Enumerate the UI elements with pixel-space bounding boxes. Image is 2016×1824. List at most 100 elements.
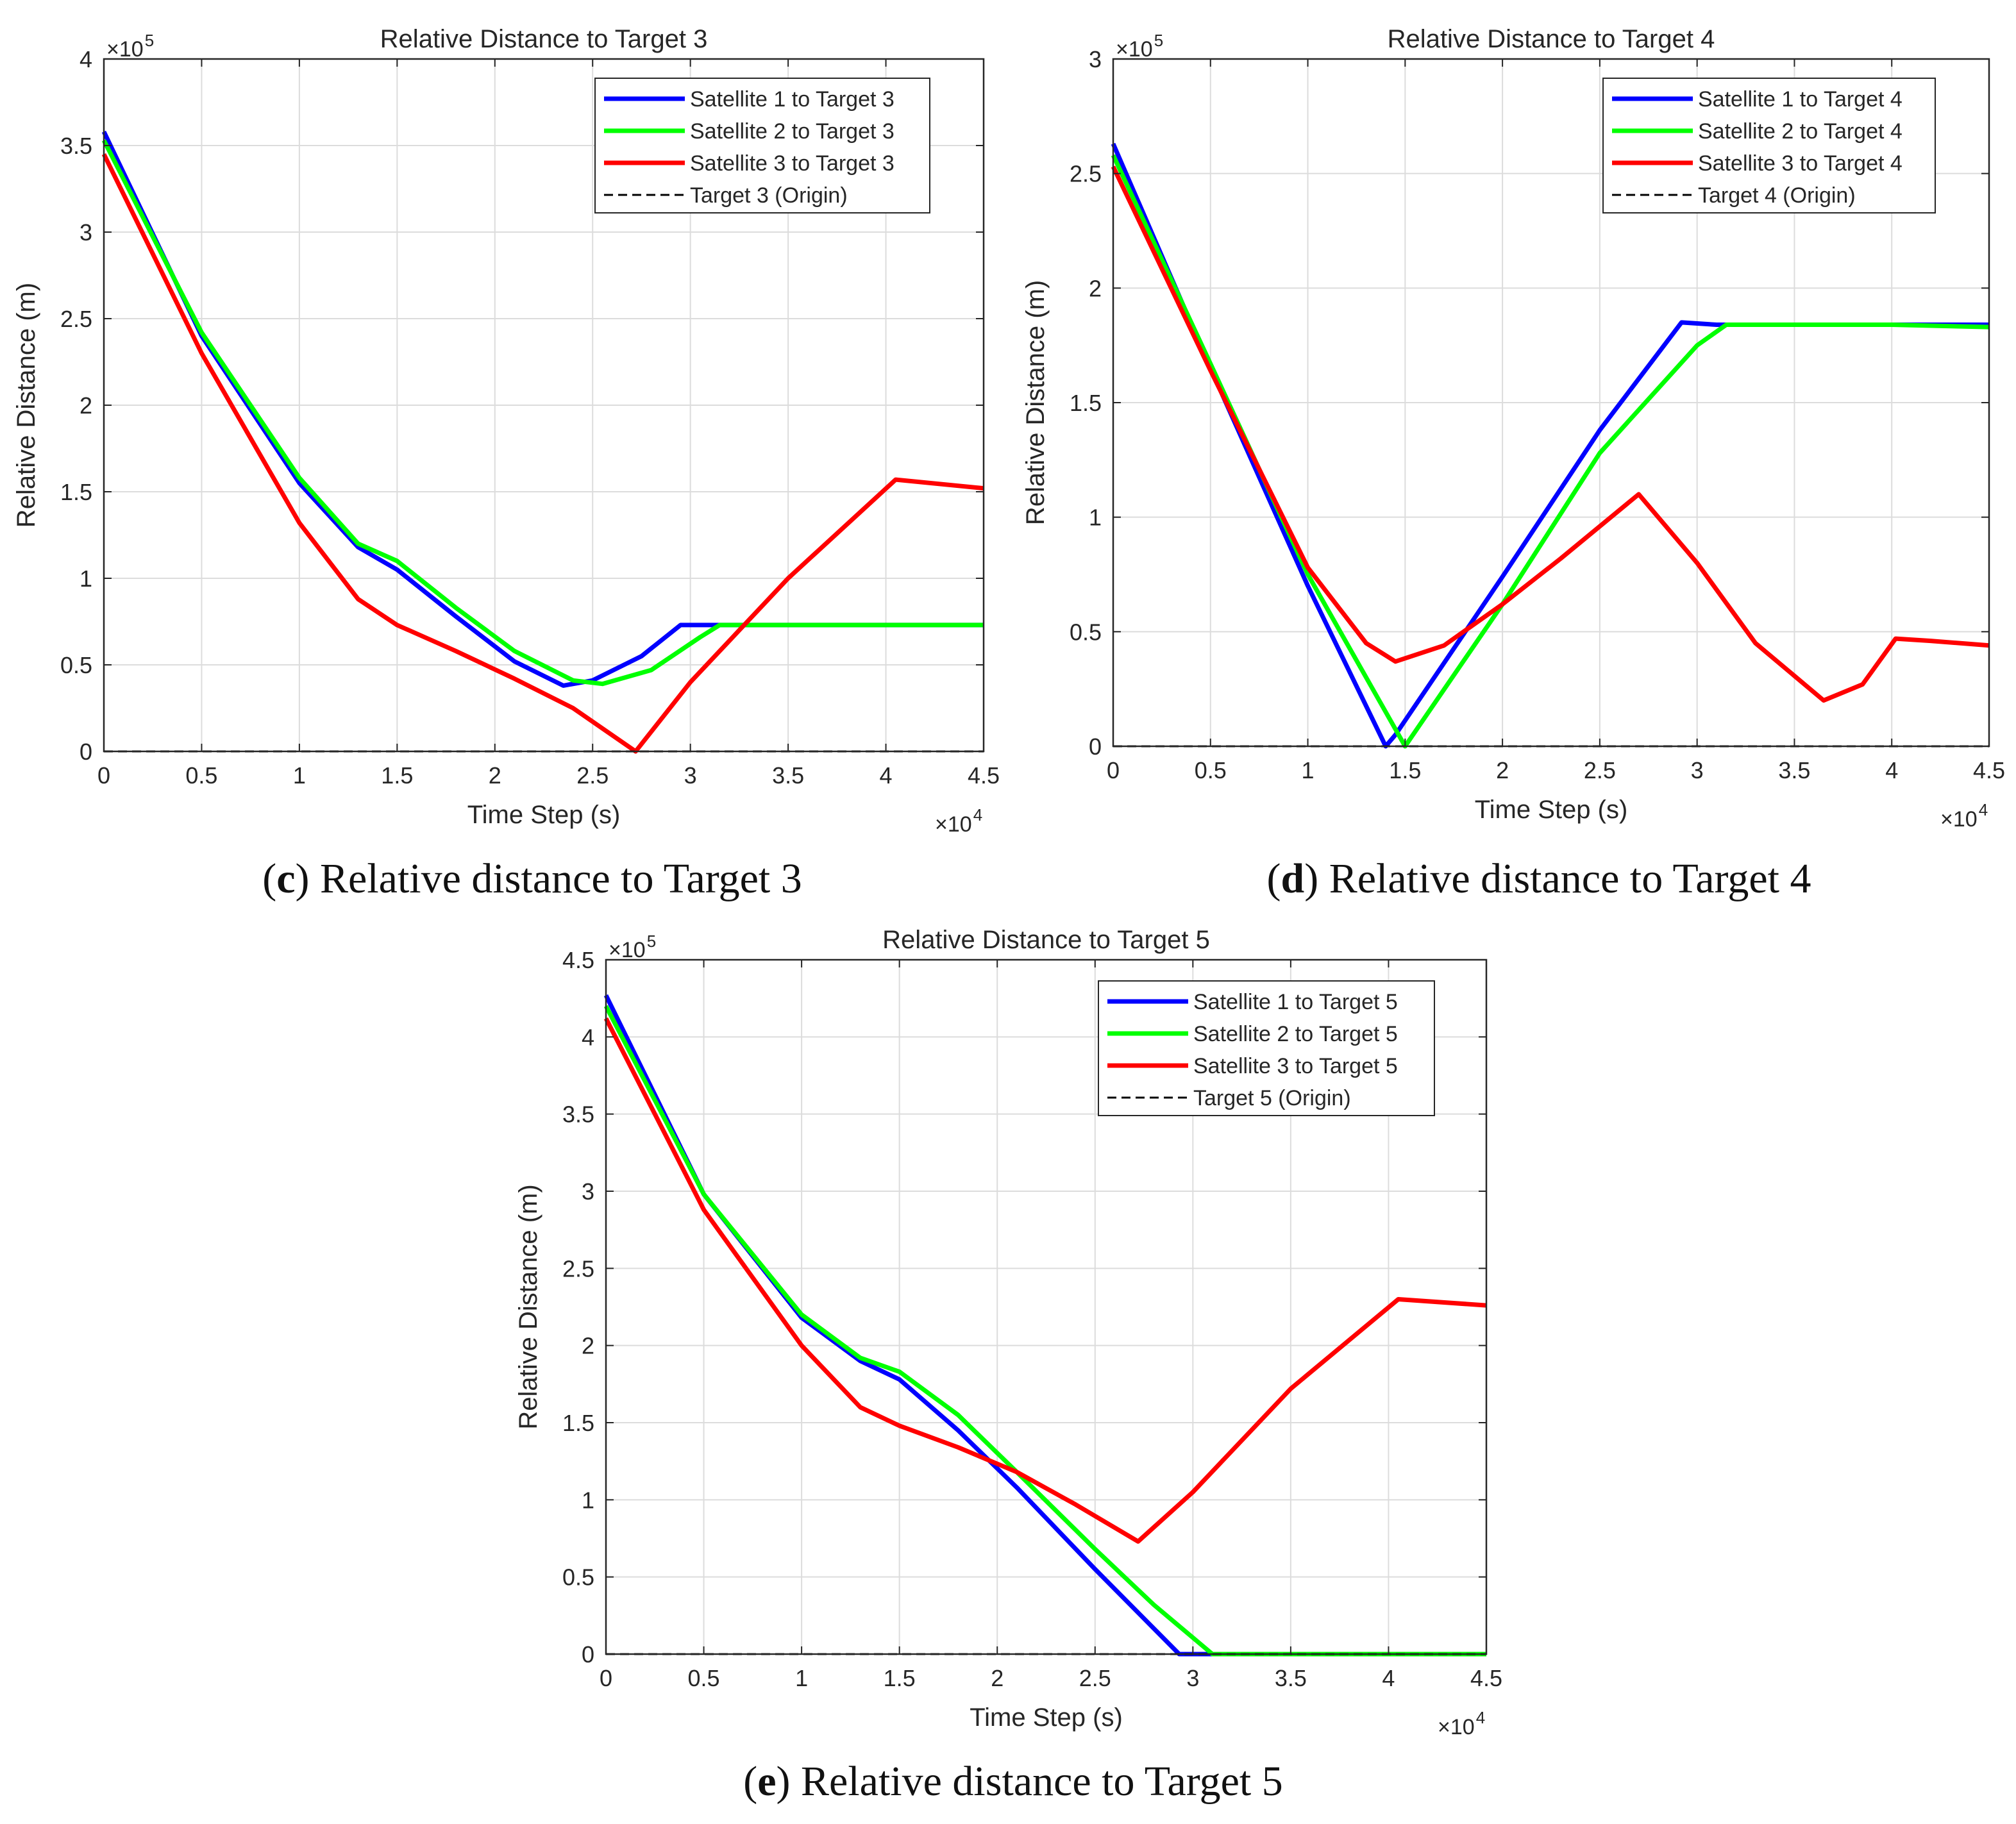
axes-frame	[605, 958, 1488, 1655]
y-tick-label: 2	[1089, 275, 1102, 301]
x-tick-label: 4.5	[1470, 1665, 1502, 1691]
y-tick-label: 0	[80, 739, 92, 765]
legend-label-4: Target 4 (Origin)	[1698, 183, 1856, 208]
caption-letter: e	[757, 1758, 776, 1805]
figure-caption: (c) Relative distance to Target 3	[262, 855, 802, 902]
x-tick-label: 4.5	[1973, 757, 2005, 783]
x-exponent-label: ×10	[1940, 807, 1978, 832]
x-tick-label: 3.5	[1275, 1665, 1307, 1691]
legend-label-2: Satellite 2 to Target 3	[690, 119, 895, 144]
y-tick-label: 4	[582, 1024, 594, 1050]
legend-label-3: Satellite 3 to Target 4	[1698, 151, 1903, 176]
y-exponent-value: 5	[145, 31, 154, 50]
chart-title: Relative Distance to Target 5	[882, 926, 1210, 954]
chart-panel-d: 0 0.5 1 1.5 2 2.5 3 3.5 4 4.500.511.522.53 ×10 5×10…	[1021, 25, 2005, 902]
x-tick-label: 0	[600, 1665, 612, 1691]
x-tick-label: 2.5	[1584, 757, 1616, 783]
legend-label-4: Target 5 (Origin)	[1193, 1086, 1351, 1110]
x-tick-label: 2.5	[1079, 1665, 1111, 1691]
series-line-3	[101, 153, 984, 754]
legend-label-1: Satellite 1 to Target 3	[690, 87, 895, 112]
caption-letter: d	[1281, 855, 1305, 902]
x-tick-label: 1.5	[381, 762, 413, 789]
caption-open-paren: (	[262, 855, 276, 902]
legend: Satellite 1 to Target 3 Satellite 2 to Ta…	[594, 78, 930, 213]
legend-label-4: Target 3 (Origin)	[690, 183, 848, 208]
x-exponent-value: 4	[973, 805, 982, 824]
y-tick-label: 1.5	[1070, 390, 1102, 416]
x-tick-label: 4	[1382, 1665, 1395, 1691]
y-tick-label: 1.5	[60, 479, 92, 505]
y-tick-label: 2	[582, 1333, 594, 1359]
y-tick-label: 3	[1089, 46, 1102, 72]
x-tick-label: 1	[293, 762, 306, 789]
caption-text: ) Relative distance to Target 4	[1304, 855, 1811, 902]
chart-panel-c: 0 0.5 1 1.5 2 2.5 3 3.5 4 4.500.511.522.533.54 ×10…	[12, 25, 1000, 902]
figure-caption: (e) Relative distance to Target 5	[743, 1758, 1282, 1805]
y-exponent-value: 5	[647, 932, 656, 951]
y-tick-label: 0	[1089, 733, 1102, 760]
x-tick-label: 0	[97, 762, 110, 789]
x-tick-label: 1.5	[884, 1665, 916, 1691]
x-tick-label: 0.5	[185, 762, 217, 789]
x-tick-label: 1.5	[1389, 757, 1421, 783]
caption-text: ) Relative distance to Target 5	[777, 1758, 1283, 1805]
y-tick-label: 3	[80, 219, 92, 246]
y-tick-label: 3	[582, 1178, 594, 1205]
y-tick-label: 2	[80, 392, 92, 419]
x-axis-label: Time Step (s)	[467, 801, 621, 829]
x-tick-label: 3	[1691, 757, 1704, 783]
x-tick-label: 2	[1496, 757, 1509, 783]
legend: Satellite 1 to Target 5 Satellite 2 to Ta…	[1098, 980, 1435, 1116]
y-exponent-label: ×10	[609, 938, 646, 962]
x-exponent-label: ×10	[1438, 1715, 1475, 1739]
legend: Satellite 1 to Target 4 Satellite 2 to Ta…	[1602, 78, 1936, 213]
y-tick-label: 0.5	[1070, 619, 1102, 645]
caption-letter: c	[276, 855, 295, 902]
y-exponent-value: 5	[1154, 31, 1163, 50]
legend-label-2: Satellite 2 to Target 4	[1698, 119, 1903, 144]
x-tick-label: 0.5	[688, 1665, 720, 1691]
chart-title: Relative Distance to Target 3	[380, 25, 708, 53]
chart-title: Relative Distance to Target 4	[1388, 25, 1715, 53]
y-exponent-label: ×10	[1116, 37, 1153, 62]
y-tick-label: 2.5	[60, 306, 92, 332]
series-line-3	[603, 1017, 1487, 1544]
x-exponent-label: ×10	[935, 812, 972, 837]
y-tick-label: 1	[582, 1487, 594, 1513]
legend-label-3: Satellite 3 to Target 3	[690, 151, 895, 176]
x-tick-label: 3.5	[1778, 757, 1810, 783]
legend-label-1: Satellite 1 to Target 4	[1698, 87, 1903, 112]
legend-label-1: Satellite 1 to Target 5	[1193, 990, 1398, 1014]
x-axis-label: Time Step (s)	[1475, 796, 1628, 824]
figure-caption: (d) Relative distance to Target 4	[1267, 855, 1811, 902]
x-tick-label: 4	[880, 762, 893, 789]
x-tick-label: 3	[1186, 1665, 1199, 1691]
caption-text: ) Relative distance to Target 3	[296, 855, 802, 902]
legend-label-2: Satellite 2 to Target 5	[1193, 1022, 1398, 1046]
y-tick-label: 3.5	[562, 1101, 594, 1128]
x-tick-label: 2	[489, 762, 501, 789]
y-axis-label: Relative Distance (m)	[12, 283, 40, 528]
y-tick-label: 4.5	[562, 947, 594, 973]
chart-panel-e: 0 0.5 1 1.5 2 2.5 3 3.5 4 4.5 0 0.5 1 1.5 2 2.5 3 3.5 4 4.5…	[514, 926, 1502, 1805]
y-tick-label: 3.5	[60, 133, 92, 159]
x-tick-label: 3.5	[772, 762, 804, 789]
y-axis-label: Relative Distance (m)	[514, 1184, 542, 1429]
y-tick-label: 0	[582, 1641, 594, 1668]
y-tick-label: 4	[80, 46, 92, 72]
y-tick-label: 2.5	[562, 1255, 594, 1282]
series-line-3	[1111, 165, 1990, 703]
x-exponent-value: 4	[1476, 1708, 1485, 1727]
y-tick-label: 1.5	[562, 1410, 594, 1436]
x-tick-label: 1	[795, 1665, 808, 1691]
y-tick-label: 2.5	[1070, 161, 1102, 187]
x-tick-label: 2.5	[576, 762, 609, 789]
y-axis-label: Relative Distance (m)	[1021, 280, 1050, 525]
series-line-2	[101, 139, 984, 687]
x-tick-label: 4.5	[968, 762, 1000, 789]
x-tick-label: 0	[1107, 757, 1120, 783]
x-tick-label: 4	[1885, 757, 1898, 783]
y-tick-label: 1	[1089, 505, 1102, 531]
